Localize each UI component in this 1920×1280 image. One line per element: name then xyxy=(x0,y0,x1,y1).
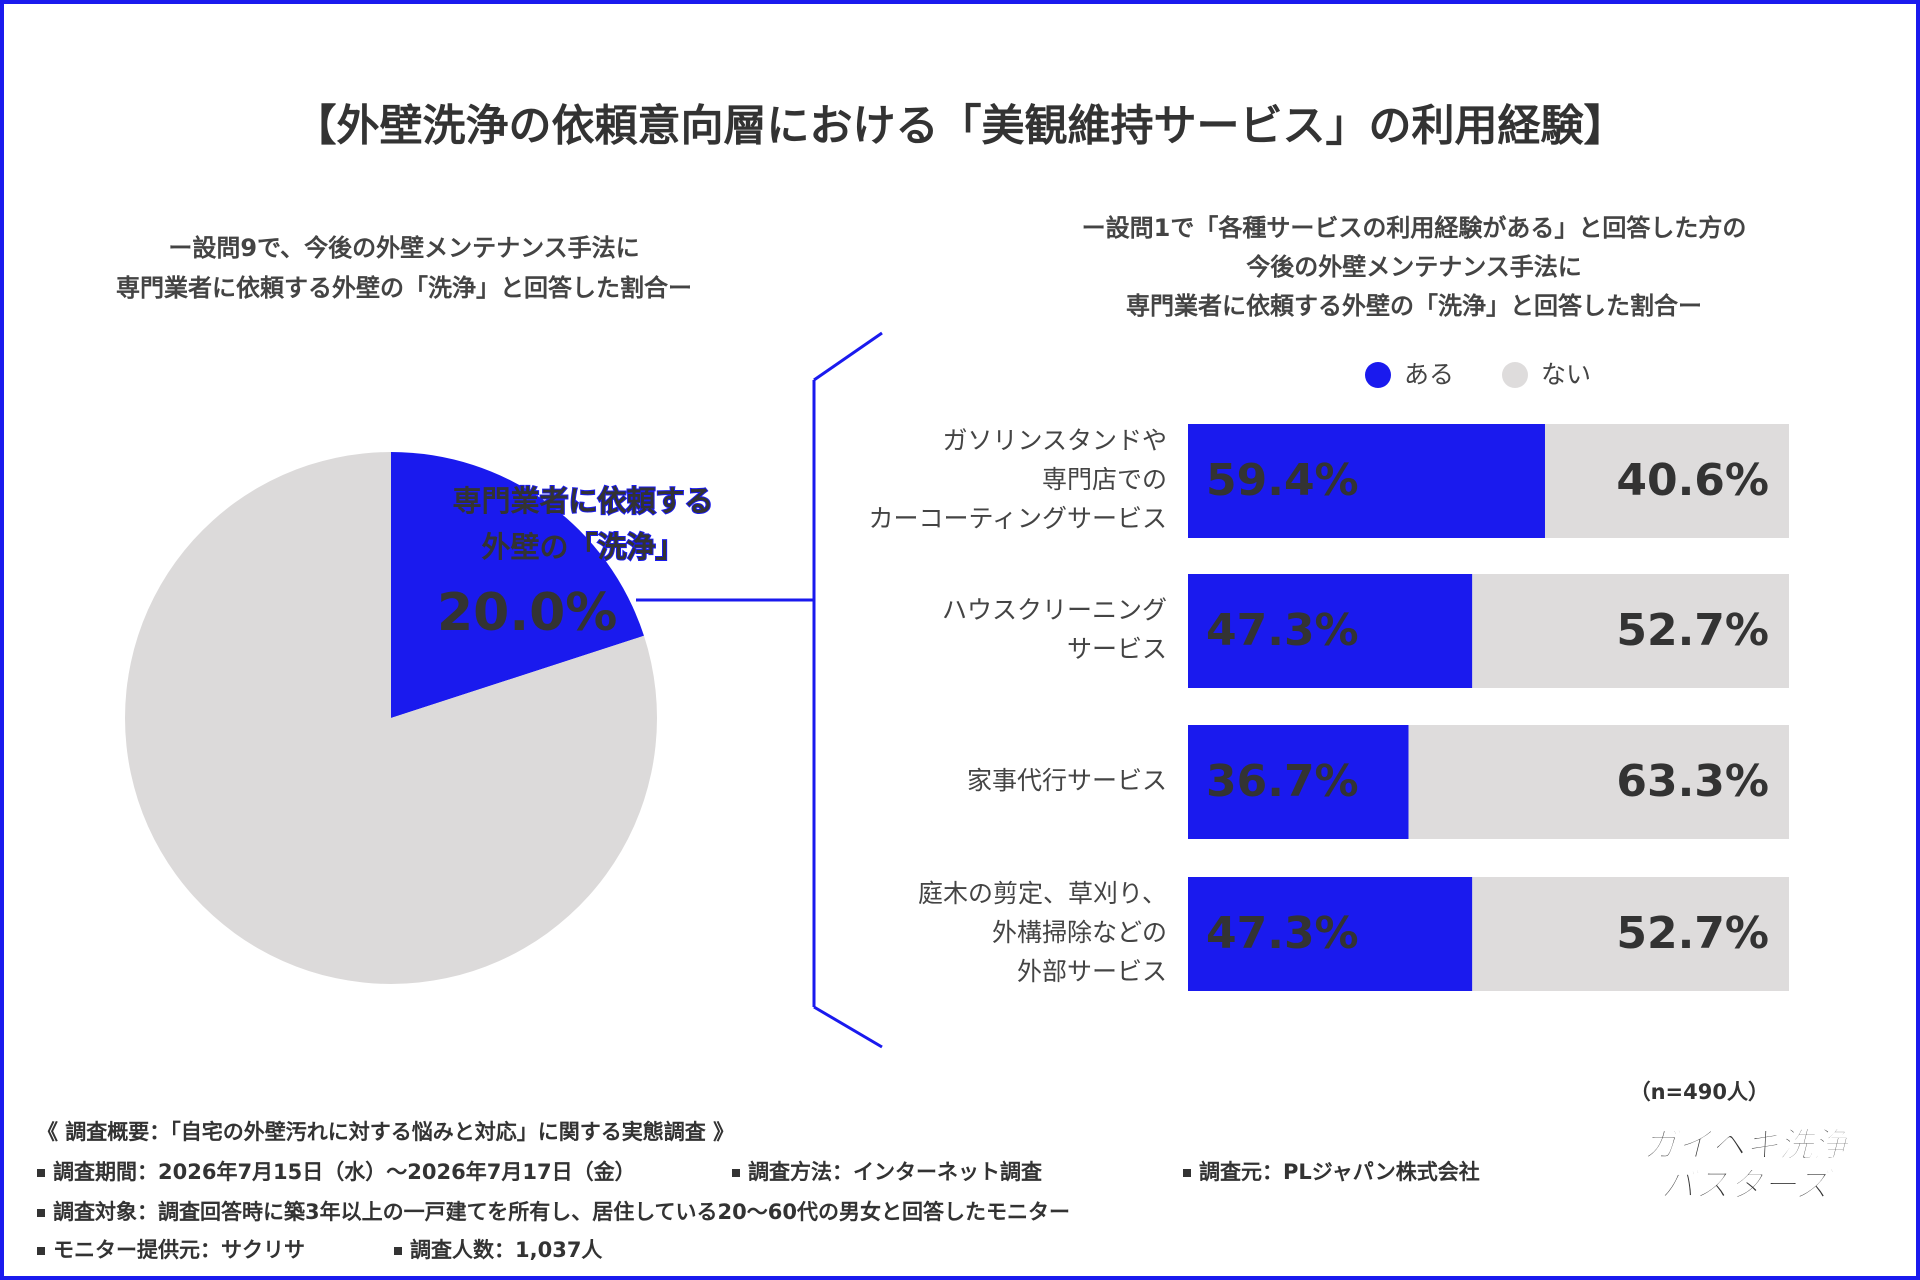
bar-value-label: 47.3% xyxy=(1206,605,1359,656)
bar-value-label: 52.7% xyxy=(1616,908,1769,959)
sample-size: （n=490人） xyxy=(1630,1080,1769,1104)
chart-subtitle: ー設問1で「各種サービスの利用経験がある」と回答した方の xyxy=(1082,214,1747,242)
survey-item: 調査人数：1,037人 xyxy=(410,1238,602,1262)
chart-subtitle: 専門業者に依頼する外壁の「洗浄」と回答した割合ー xyxy=(116,274,692,302)
bullet xyxy=(394,1247,402,1255)
slice-label: 専門業者に依頼する xyxy=(452,484,713,518)
survey-item: 調査期間：2026年7月15日（水）〜2026年7月17日（金） xyxy=(53,1160,636,1184)
bullet xyxy=(37,1169,45,1177)
bar-segment xyxy=(1188,574,1473,688)
bar-segment xyxy=(1408,725,1789,839)
legend-label: ある xyxy=(1404,360,1454,389)
legend-swatch xyxy=(1365,362,1391,388)
bar-segment xyxy=(1188,877,1473,991)
bar-segment xyxy=(1188,725,1409,839)
bar-value-label: 59.4% xyxy=(1206,455,1359,506)
bar-segment xyxy=(1472,574,1789,688)
bar-value-label: 63.3% xyxy=(1616,756,1769,807)
logo-text: バスターズ xyxy=(1661,1166,1835,1206)
chart-subtitle: 今後の外壁メンテナンス手法に xyxy=(1246,253,1582,281)
bar-value-label: 36.7% xyxy=(1206,756,1359,807)
bar-value-label: 40.6% xyxy=(1616,455,1769,506)
bracket xyxy=(636,331,883,1049)
survey-title: 《 調査概要：「自宅の外壁汚れに対する悩みと対応」に関する実態調査 》 xyxy=(37,1120,734,1144)
survey-item: 調査対象：調査回答時に築3年以上の一戸建てを所有し、居住している20〜60代の男… xyxy=(53,1200,1070,1224)
chart-subtitle: ー設問9で、今後の外壁メンテナンス手法に xyxy=(168,234,639,262)
bar-segment xyxy=(1188,424,1545,538)
bullet xyxy=(37,1247,45,1255)
bar-value-label: 47.3% xyxy=(1206,908,1359,959)
category-label: 庭木の剪定、草刈り、 xyxy=(918,879,1167,908)
legend-swatch xyxy=(1502,362,1528,388)
bullet xyxy=(732,1169,740,1177)
category-label: 外部サービス xyxy=(1017,957,1167,986)
bar-segment xyxy=(1544,424,1789,538)
logo-text: ガイヘキ洗浄 xyxy=(1643,1126,1850,1166)
slice-label: 外壁の「洗浄」 xyxy=(481,530,684,564)
page-title: 【外壁洗浄の依頼意向層における「美観維持サービス」の利用経験】 xyxy=(294,102,1627,152)
bullet xyxy=(1183,1169,1191,1177)
slice-value: 20.0% xyxy=(437,583,617,643)
category-label: ハウスクリーニング xyxy=(942,596,1167,625)
category-label: 家事代行サービス xyxy=(967,766,1167,795)
logo: ガイヘキ洗浄 バスターズ xyxy=(1643,1125,1851,1206)
bar-value-label: 52.7% xyxy=(1616,605,1769,656)
pie-slice xyxy=(391,452,644,718)
category-label: サービス xyxy=(1067,635,1167,664)
chart-subtitle: 専門業者に依頼する外壁の「洗浄」と回答した割合ー xyxy=(1126,292,1702,320)
bullet xyxy=(37,1209,45,1217)
survey-item: 調査元：PLジャパン株式会社 xyxy=(1199,1160,1480,1184)
category-label: カーコーティングサービス xyxy=(868,504,1167,533)
survey-item: 調査方法：インターネット調査 xyxy=(748,1160,1042,1184)
category-label: ガソリンスタンドや xyxy=(942,426,1167,455)
legend-label: ない xyxy=(1541,360,1591,389)
category-label: 専門店での xyxy=(1042,465,1167,494)
pie-slice xyxy=(125,452,658,985)
survey-item: モニター提供元：サクリサ xyxy=(53,1238,305,1262)
category-label: 外構掃除などの xyxy=(992,918,1167,947)
bar-segment xyxy=(1472,877,1789,991)
